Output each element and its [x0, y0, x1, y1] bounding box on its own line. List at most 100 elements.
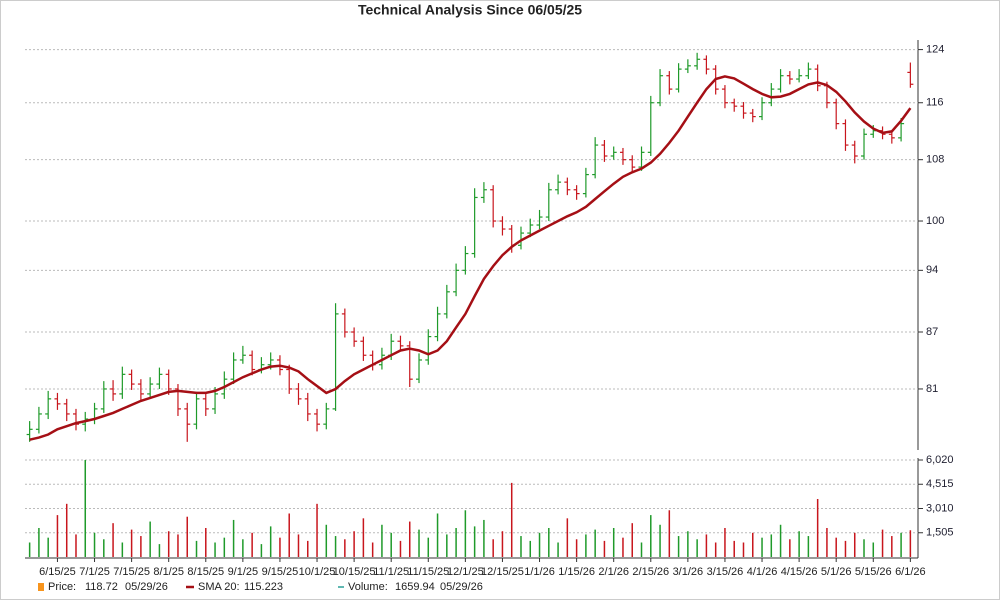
volume-bar [844, 540, 847, 557]
volume-bar [288, 513, 290, 557]
y-tick-label: 116 [926, 97, 944, 109]
volume-bar [399, 540, 402, 557]
x-tick-label: 7/1/25 [79, 566, 110, 578]
volume-bar [603, 540, 606, 557]
volume-bar [381, 524, 383, 557]
volume-bar [650, 515, 652, 557]
legend-label: Price: [48, 581, 76, 593]
volume-bar [362, 518, 365, 557]
volume-bar [455, 527, 457, 557]
volume-bar [177, 534, 179, 557]
volume-bar [279, 537, 281, 557]
volume-bar [714, 542, 717, 557]
volume-bar [436, 513, 439, 557]
volume-bar [65, 503, 68, 557]
x-tick-label: 6/15/25 [39, 566, 76, 578]
volume-bar [38, 527, 40, 557]
volume-bar [316, 503, 318, 557]
volume-bar [325, 524, 328, 557]
x-tick-label: 12/1/25 [447, 566, 484, 578]
volume-bar [158, 544, 161, 557]
volume-bar [242, 539, 244, 557]
volume-bar [659, 524, 661, 557]
chart-title: Technical Analysis Since 06/05/25 [358, 2, 582, 18]
legend-date: 05/29/26 [125, 581, 168, 593]
volume-bar [872, 542, 875, 557]
y-tick-label: 1,505 [926, 527, 954, 539]
volume-bar [56, 515, 59, 557]
volume-bar [557, 542, 559, 557]
volume-bar [668, 510, 671, 557]
volume-bar [575, 539, 578, 557]
volume-bar [622, 537, 624, 557]
y-tick-label: 108 [926, 154, 944, 166]
volume-bar [779, 524, 782, 557]
volume-bar [75, 534, 77, 557]
volume-bar [446, 534, 448, 557]
volume-bar [510, 482, 513, 557]
x-tick-label: 2/15/26 [632, 566, 669, 578]
volume-bar [770, 534, 773, 557]
x-tick-label: 5/15/26 [855, 566, 892, 578]
volume-bar [900, 532, 902, 557]
volume-bar [334, 536, 337, 557]
volume-bar [752, 532, 754, 557]
volume-bar [130, 529, 133, 557]
legend-swatch [38, 583, 44, 591]
volume-bar [501, 531, 504, 557]
volume-bar [344, 539, 346, 557]
volume-bar [594, 529, 596, 557]
legend-value: 115.223 [244, 581, 283, 593]
volume-bar [612, 527, 615, 557]
volume-bar [205, 527, 207, 557]
volume-bar [761, 537, 763, 557]
volume-bar [520, 536, 522, 557]
legend-value: 118.72 [85, 581, 118, 593]
volume-bar [807, 536, 810, 557]
x-tick-label: 7/15/25 [113, 566, 150, 578]
x-tick-label: 3/15/26 [707, 566, 744, 578]
x-tick-label: 1/1/26 [524, 566, 555, 578]
legend-label: SMA 20: [198, 581, 240, 593]
volume-bar [724, 527, 726, 557]
volume-bar [390, 532, 392, 557]
y-tick-label: 124 [926, 43, 944, 55]
x-tick-label: 4/1/26 [747, 566, 778, 578]
x-tick-label: 10/1/25 [299, 566, 336, 578]
volume-bar [891, 536, 893, 557]
volume-bar [789, 539, 791, 557]
x-tick-label: 12/15/25 [481, 566, 524, 578]
volume-bar [223, 537, 226, 557]
volume-bar [853, 532, 856, 557]
volume-bar [909, 530, 912, 557]
y-tick-label: 3,010 [926, 502, 954, 514]
volume-bar [585, 534, 587, 557]
volume-bar [149, 521, 151, 557]
volume-bar [260, 544, 263, 557]
volume-bar [371, 542, 374, 557]
volume-bar [186, 516, 188, 557]
volume-bar [826, 527, 828, 557]
volume-bar [427, 537, 430, 557]
volume-bar [538, 532, 541, 557]
volume-bar [418, 529, 420, 557]
y-tick-label: 94 [926, 264, 938, 276]
volume-bar [705, 534, 708, 557]
x-tick-label: 5/1/26 [821, 566, 852, 578]
volume-bar [464, 510, 467, 557]
volume-bar [408, 521, 411, 557]
volume-bar [631, 523, 633, 557]
x-tick-label: 8/15/25 [187, 566, 224, 578]
volume-bar [677, 536, 680, 557]
volume-bar [195, 540, 198, 557]
x-tick-label: 1/15/26 [558, 566, 595, 578]
volume-bar [473, 526, 476, 557]
volume-bar [483, 519, 485, 557]
x-tick-label: 10/15/25 [333, 566, 376, 578]
y-tick-label: 4,515 [926, 478, 954, 490]
volume-bar [835, 537, 837, 557]
x-tick-label: 11/1/25 [373, 566, 409, 578]
legend-value: 1659.94 [395, 581, 435, 593]
volume-bar [84, 460, 87, 557]
sma-line [29, 75, 912, 441]
